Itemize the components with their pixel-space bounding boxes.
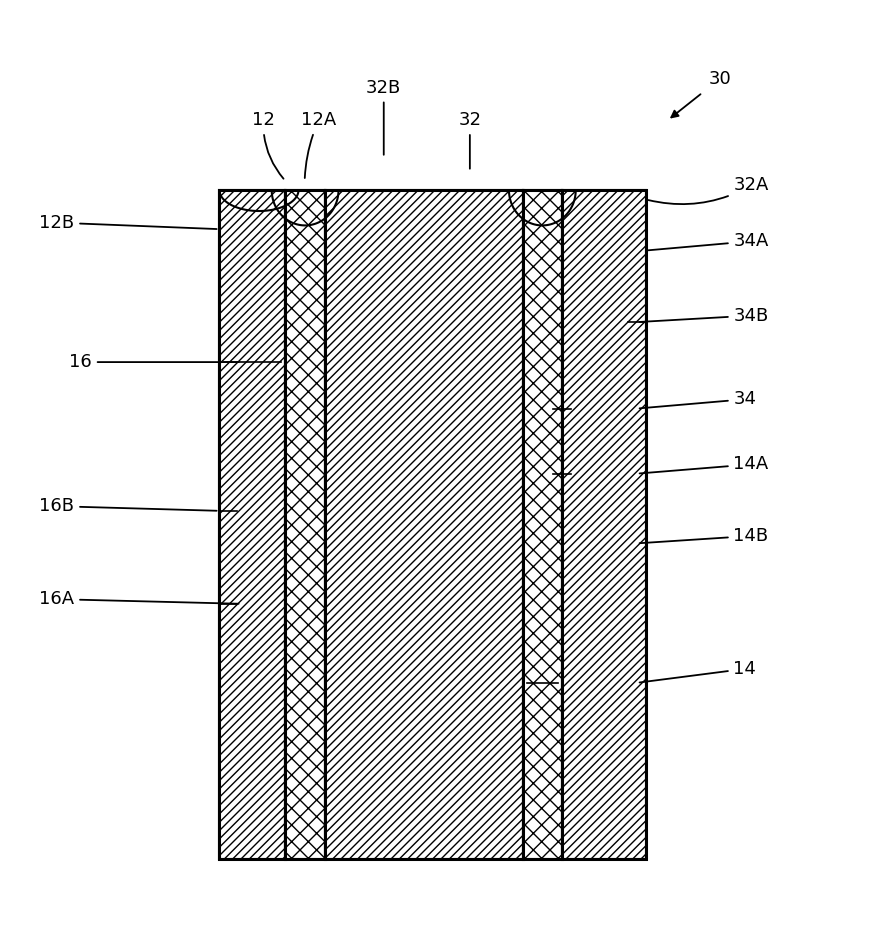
Bar <box>285 190 324 859</box>
Text: 12: 12 <box>252 112 284 179</box>
Bar <box>219 190 645 859</box>
Text: 16A: 16A <box>39 590 238 608</box>
Text: 34B: 34B <box>639 307 768 325</box>
Text: 30: 30 <box>708 69 731 87</box>
Text: 12A: 12A <box>300 112 336 178</box>
Bar <box>562 190 645 859</box>
Bar <box>324 190 522 859</box>
Text: 32A: 32A <box>648 176 768 204</box>
Text: 34A: 34A <box>648 233 768 250</box>
Text: 14: 14 <box>639 659 756 683</box>
Text: 14A: 14A <box>639 455 768 474</box>
Text: 32: 32 <box>458 112 481 169</box>
Text: 34: 34 <box>639 390 756 408</box>
Text: 12B: 12B <box>39 214 216 232</box>
Text: 14B: 14B <box>639 527 767 545</box>
Text: 16B: 16B <box>39 497 216 515</box>
Bar <box>219 190 285 859</box>
Text: 32B: 32B <box>366 79 401 155</box>
Text: 16: 16 <box>69 353 238 371</box>
Bar <box>522 190 562 859</box>
